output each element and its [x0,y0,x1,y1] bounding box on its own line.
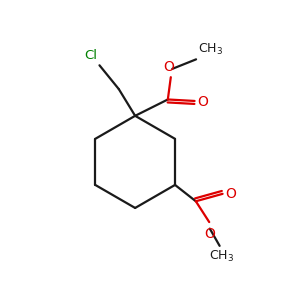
Text: O: O [163,60,174,74]
Text: O: O [225,187,236,201]
Text: O: O [197,94,208,109]
Text: O: O [204,227,215,242]
Text: Cl: Cl [84,49,97,62]
Text: CH$_3$: CH$_3$ [208,249,234,264]
Text: CH$_3$: CH$_3$ [198,42,223,57]
